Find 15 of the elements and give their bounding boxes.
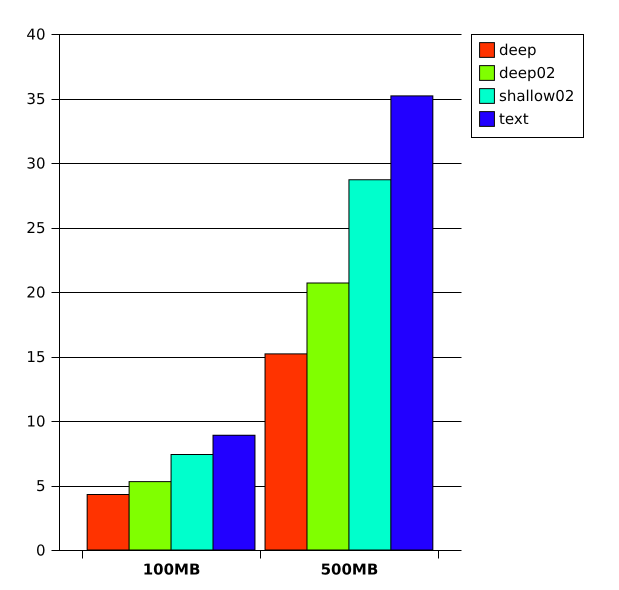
y-tick-label: 15 — [26, 348, 46, 366]
y-tick-label: 35 — [26, 90, 46, 108]
x-tick-label: 100MB — [142, 560, 200, 578]
legend-label: text — [499, 110, 529, 128]
y-tick-label: 0 — [36, 542, 46, 560]
y-tick-label: 10 — [26, 412, 46, 430]
y-tick-label: 20 — [26, 284, 46, 302]
y-tick-label: 30 — [26, 154, 46, 172]
legend-label: deep — [499, 41, 536, 59]
legend-label: shallow02 — [499, 87, 574, 105]
legend-label: deep02 — [499, 64, 556, 82]
y-tick-label: 5 — [36, 477, 46, 495]
y-tick-label: 40 — [26, 26, 46, 44]
y-tick-label: 25 — [26, 219, 46, 237]
x-tick-label: 500MB — [320, 560, 378, 578]
